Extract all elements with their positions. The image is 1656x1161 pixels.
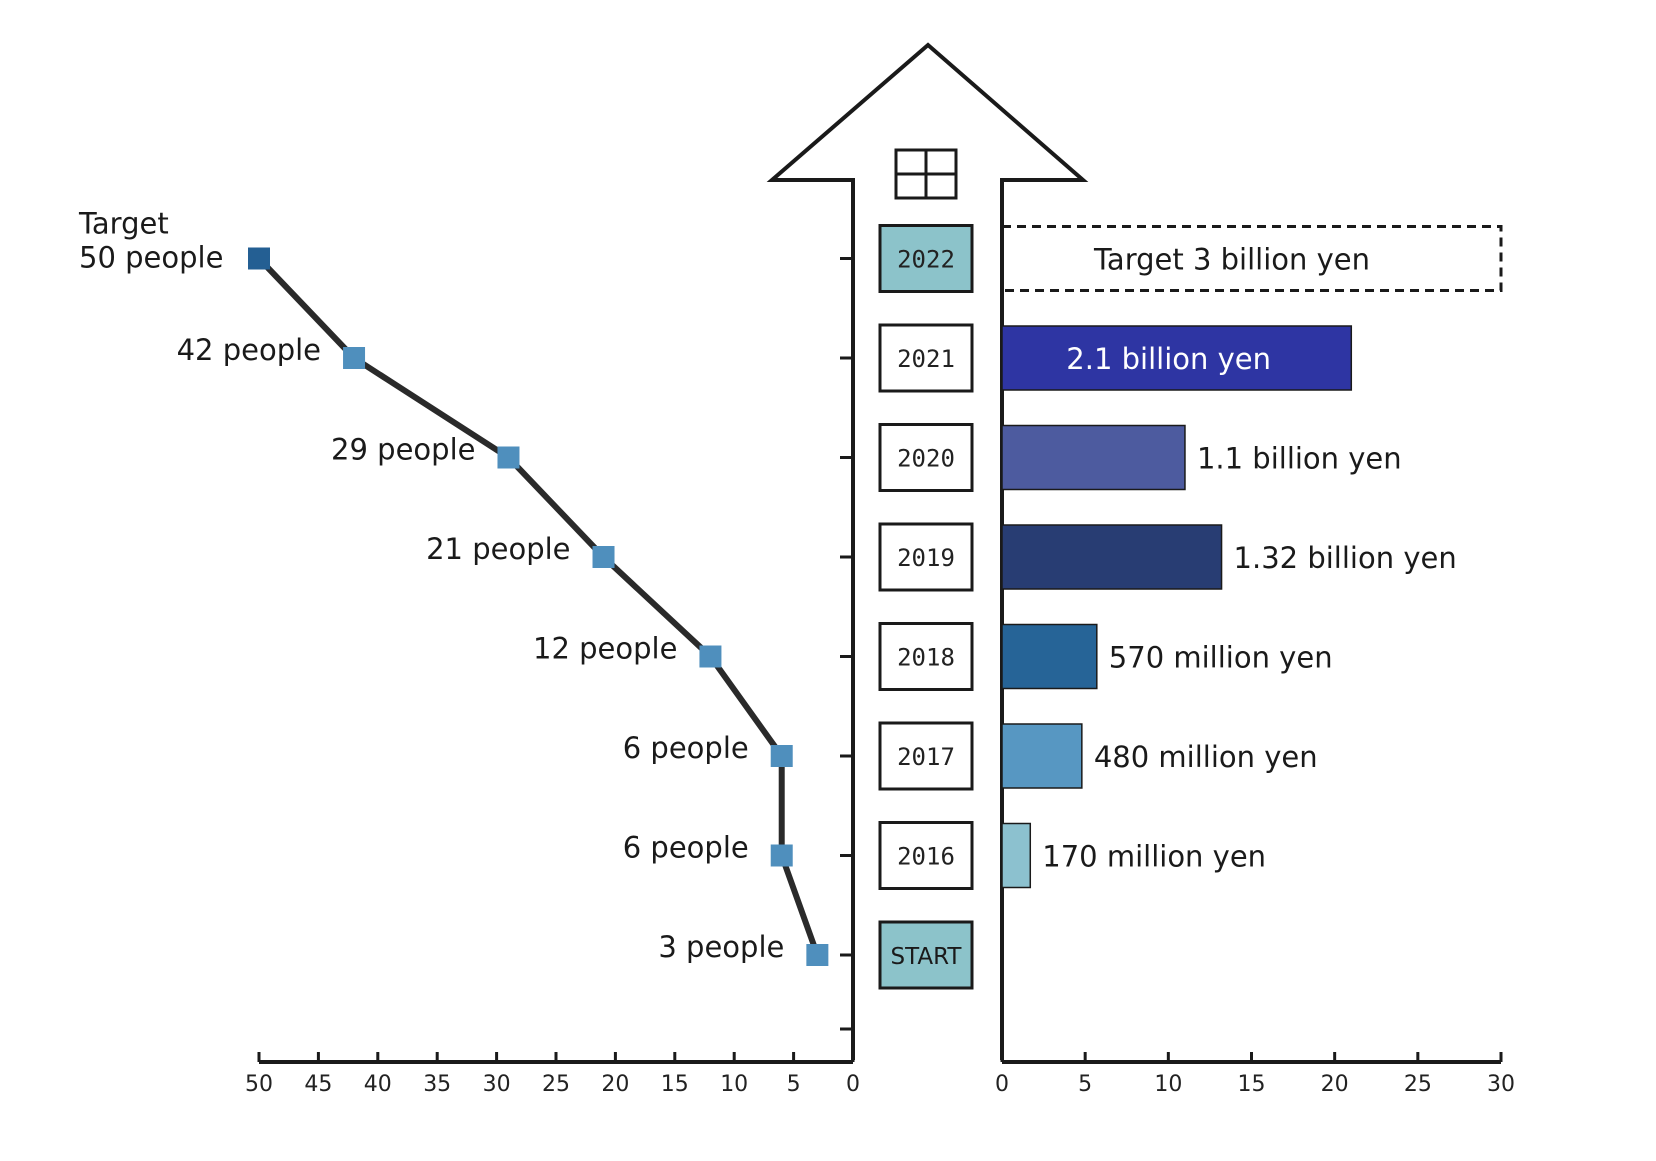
x-tick-label: 40 [364,1072,392,1097]
data-label: Target 3 billion yen [1093,243,1370,277]
people-point [770,844,793,867]
x-tick-label: 20 [601,1072,629,1097]
x-tick-label: 10 [1154,1072,1182,1097]
x-tick-label: 0 [995,1072,1009,1097]
data-label: 6 people [623,831,749,865]
people-point [497,446,520,469]
data-label: 170 million yen [1042,840,1266,874]
year-label: 2022 [897,246,955,274]
x-tick-label: 45 [304,1072,332,1097]
data-label: 2.1 billion yen [1066,342,1271,376]
revenue-bar [1001,822,1032,889]
people-point [248,247,270,270]
year-label: START [891,944,963,970]
data-label: 29 people [331,433,475,467]
year-label: 2017 [897,743,955,771]
x-tick-label: 50 [245,1072,273,1097]
data-label: 570 million yen [1109,641,1333,675]
x-tick-label: 10 [720,1072,748,1097]
year-box [878,622,974,691]
x-tick-label: 20 [1321,1072,1349,1097]
year-box [878,423,974,492]
data-label: 480 million yen [1094,740,1318,774]
x-tick-label: 0 [846,1072,860,1097]
data-label: 1.32 billion yen [1234,541,1457,575]
data-label: 12 people [533,632,677,666]
revenue-bar [1001,524,1223,590]
revenue-bar [1001,424,1186,491]
data-label: 6 people [623,731,749,765]
x-tick-label: 5 [1078,1072,1092,1097]
x-tick-label: 25 [542,1072,570,1097]
year-box [878,323,974,393]
data-label: 1.1 billion yen [1197,442,1402,476]
people-point [770,745,793,767]
x-tick-label: 30 [1487,1072,1515,1097]
year-box [878,224,974,293]
x-tick-label: 5 [787,1072,801,1097]
people-point [699,645,722,668]
year-box [878,721,974,791]
people-line [256,256,821,957]
data-label: 50 people [79,241,223,275]
x-tick-label: 35 [423,1072,451,1097]
year-label: 2021 [897,345,955,373]
data-label: 21 people [426,532,570,566]
year-label: 2020 [897,445,955,473]
x-tick-label: 15 [1238,1072,1266,1097]
target-bar [1000,225,1503,292]
revenue-bar [1001,723,1083,789]
people-point [592,546,615,568]
revenue-bar [1001,325,1353,391]
year-label: 2019 [897,544,955,572]
revenue-bar [1001,623,1098,690]
data-label: Target [78,207,169,241]
year-label: 2018 [897,644,955,672]
x-tick-label: 25 [1404,1072,1432,1097]
people-point [806,944,829,966]
x-tick-label: 15 [661,1072,689,1097]
year-box [878,821,974,890]
people-point [343,347,366,369]
data-label: 42 people [177,333,321,367]
year-label: 2016 [897,843,955,871]
data-label: 3 people [658,930,784,964]
x-tick-label: 30 [483,1072,511,1097]
year-box [878,920,974,990]
window-icon [894,148,958,200]
year-box [878,522,974,592]
